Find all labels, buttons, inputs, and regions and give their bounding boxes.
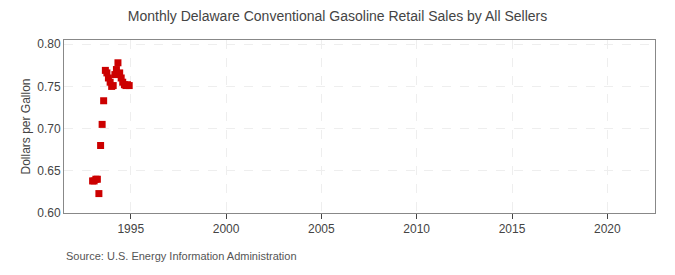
svg-text:0.70: 0.70 bbox=[37, 122, 61, 136]
svg-text:0.80: 0.80 bbox=[37, 37, 61, 51]
svg-text:2005: 2005 bbox=[308, 222, 335, 236]
svg-text:Dollars per Gallon: Dollars per Gallon bbox=[19, 78, 33, 174]
svg-text:2015: 2015 bbox=[499, 222, 526, 236]
svg-text:2000: 2000 bbox=[213, 222, 240, 236]
svg-text:Monthly Delaware Conventional: Monthly Delaware Conventional Gasoline R… bbox=[128, 8, 547, 24]
svg-text:Source: U.S. Energy Informatio: Source: U.S. Energy Information Administ… bbox=[66, 250, 297, 262]
svg-text:2010: 2010 bbox=[403, 222, 430, 236]
svg-text:1995: 1995 bbox=[117, 222, 144, 236]
svg-text:0.75: 0.75 bbox=[37, 80, 61, 94]
svg-text:0.60: 0.60 bbox=[37, 206, 61, 220]
svg-text:0.65: 0.65 bbox=[37, 164, 61, 178]
svg-text:2020: 2020 bbox=[594, 222, 621, 236]
